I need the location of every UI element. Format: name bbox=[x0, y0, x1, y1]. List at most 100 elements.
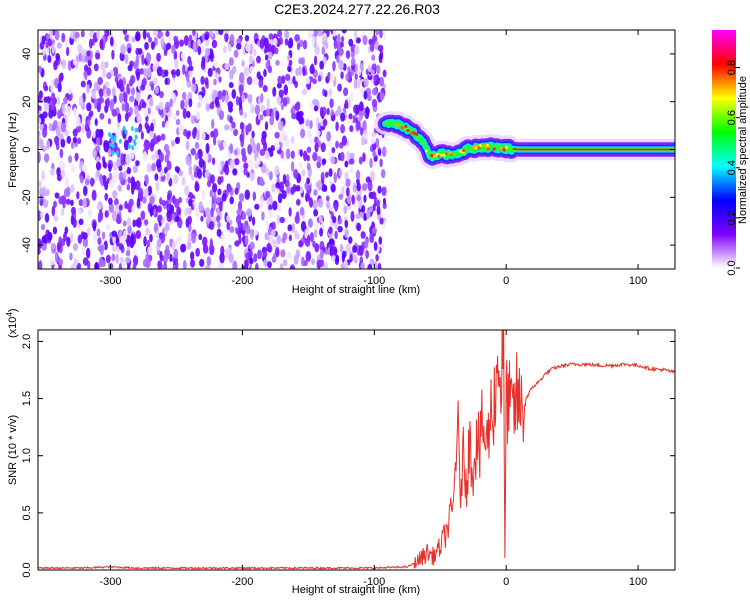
spectrogram-noise-cell bbox=[82, 197, 88, 209]
spectrogram-noise-cell bbox=[166, 160, 172, 171]
spectrogram-noise-cell bbox=[254, 104, 261, 116]
spectrogram-noise-cell bbox=[248, 55, 254, 65]
spectrogram-noise-cell bbox=[334, 203, 338, 211]
spectrogram-noise-cell bbox=[359, 256, 364, 265]
spectrogram-noise-cell bbox=[243, 66, 250, 77]
spectrogram-noise-cell bbox=[350, 51, 355, 59]
spectrogram-noise-cell bbox=[336, 54, 340, 64]
spectrogram-noise-cell bbox=[290, 161, 295, 172]
spectrogram-noise-cell bbox=[245, 252, 251, 260]
spectrogram-noise-cell bbox=[204, 77, 209, 86]
spectrogram-noise-cell bbox=[38, 238, 42, 245]
spectrogram-noise-cell bbox=[272, 239, 278, 249]
spectrogram-noise-cell bbox=[332, 246, 338, 256]
spectrogram-noise-cell bbox=[126, 183, 131, 191]
spectrogram-noise-cell bbox=[349, 167, 354, 174]
spectrogram-noise-cell bbox=[69, 252, 73, 261]
spectrogram-noise-cell bbox=[118, 171, 125, 182]
spectrogram-noise-cell bbox=[283, 259, 288, 267]
spectrogram-noise-cell bbox=[296, 111, 301, 122]
spectrogram-noise-cell bbox=[263, 258, 268, 267]
spectrogram-signal-cell bbox=[492, 147, 496, 151]
spectrogram-noise-cell bbox=[160, 199, 167, 207]
spectrogram-noise-cell bbox=[321, 46, 326, 55]
spectrogram-noise-cell bbox=[243, 162, 249, 170]
spectrogram-noise-cell bbox=[122, 91, 127, 102]
spectrogram-y-tick-label: 0 bbox=[21, 146, 33, 152]
spectrogram-noise-cell bbox=[111, 109, 118, 117]
spectrogram-signal-cell bbox=[442, 153, 446, 157]
spectrogram-noise-cell bbox=[204, 34, 209, 41]
spectrogram-noise-cell bbox=[249, 65, 254, 74]
spectrogram-noise-cell bbox=[146, 84, 150, 93]
spectrogram-noise-cell bbox=[358, 245, 364, 257]
spectrogram-noise-cell bbox=[347, 66, 351, 74]
snr-scale-exponent: 4 bbox=[5, 312, 14, 317]
spectrogram-noise-cell bbox=[68, 155, 73, 164]
spectrogram-noise-cell bbox=[334, 230, 338, 240]
spectrogram-noise-cell bbox=[115, 150, 119, 156]
spectrogram-noise-cell bbox=[294, 230, 298, 239]
spectrogram-noise-cell bbox=[170, 139, 176, 147]
spectrogram-noise-cell bbox=[132, 262, 137, 269]
spectrogram-noise-cell bbox=[248, 159, 254, 170]
spectrogram-noise-cell bbox=[82, 111, 87, 121]
spectrogram-noise-cell bbox=[132, 219, 136, 228]
spectrogram-noise-cell bbox=[38, 130, 41, 138]
spectrogram-noise-cell bbox=[85, 54, 89, 63]
spectrogram-noise-cell bbox=[313, 208, 319, 217]
colorbar-ticks: 0.0 0.2 0.4 0.6 0.8 bbox=[726, 60, 740, 276]
spectrogram-noise-cell bbox=[206, 180, 212, 188]
spectrogram-noise-cell bbox=[239, 86, 243, 97]
spectrogram-noise-cell bbox=[274, 47, 279, 55]
spectrogram-noise-cell bbox=[213, 191, 217, 203]
spectrogram-noise-cell bbox=[287, 54, 291, 61]
spectrogram-noise-cell bbox=[91, 90, 97, 100]
spectrogram-noise-cell bbox=[259, 38, 265, 50]
spectrogram-noise-cell bbox=[278, 181, 285, 193]
spectrogram-noise-cell bbox=[76, 208, 82, 215]
spectrogram-signal-cell bbox=[458, 149, 462, 153]
spectrogram-noise-cell bbox=[153, 208, 157, 216]
spectrogram-noise-cell bbox=[344, 160, 349, 168]
spectrogram-noise-cell bbox=[207, 67, 213, 78]
spectrogram-noise-cell bbox=[108, 163, 112, 173]
spectrogram-noise-cell bbox=[223, 45, 227, 54]
spectrogram-noise-cell bbox=[108, 147, 112, 158]
spectrogram-noise-cell bbox=[158, 91, 164, 99]
spectrogram-noise-cell bbox=[263, 141, 268, 152]
spectrogram-noise-cell bbox=[238, 236, 242, 245]
spectrogram-noise-cell bbox=[340, 71, 344, 80]
spectrogram-noise-cell bbox=[196, 129, 200, 141]
spectrogram-noise-cell bbox=[209, 189, 214, 198]
spectrogram-noise-cell bbox=[247, 93, 253, 103]
spectrogram-noise-cell bbox=[97, 237, 102, 245]
spectrogram-noise-cell bbox=[306, 177, 311, 185]
spectrogram-noise-cell bbox=[158, 152, 164, 163]
spectrogram-noise-cell bbox=[73, 258, 79, 267]
spectrogram-noise-cell bbox=[89, 38, 93, 49]
spectrogram-noise-cell bbox=[174, 198, 180, 209]
spectrogram-noise-cell bbox=[53, 215, 59, 222]
spectrogram-noise-cell bbox=[102, 175, 107, 187]
spectrogram-noise-cell bbox=[70, 165, 75, 173]
spectrogram-noise-cell bbox=[378, 236, 383, 245]
spectrogram-noise-cell bbox=[41, 242, 47, 251]
spectrogram-noise-cell bbox=[104, 81, 110, 88]
spectrogram-noise-cell bbox=[284, 73, 291, 81]
spectrogram-noise-cell bbox=[356, 222, 362, 232]
spectrogram-noise-cell bbox=[239, 192, 245, 203]
spectrogram-noise-cell bbox=[61, 59, 67, 70]
spectrogram-noise-cell bbox=[113, 135, 117, 141]
spectrogram-noise-cell bbox=[86, 227, 91, 236]
spectrogram-noise-cell bbox=[51, 205, 56, 217]
spectrogram-noise-cell bbox=[202, 244, 209, 254]
spectrogram-noise-cell bbox=[161, 120, 166, 128]
spectrogram-y-tick-label: -40 bbox=[21, 237, 33, 253]
spectrogram-noise-cell bbox=[185, 72, 190, 83]
spectrogram-noise-cell bbox=[178, 170, 184, 177]
spectrogram-noise-cell bbox=[112, 189, 118, 199]
spectrogram-noise-cell bbox=[245, 224, 251, 235]
spectrogram-noise-cell bbox=[291, 222, 295, 233]
